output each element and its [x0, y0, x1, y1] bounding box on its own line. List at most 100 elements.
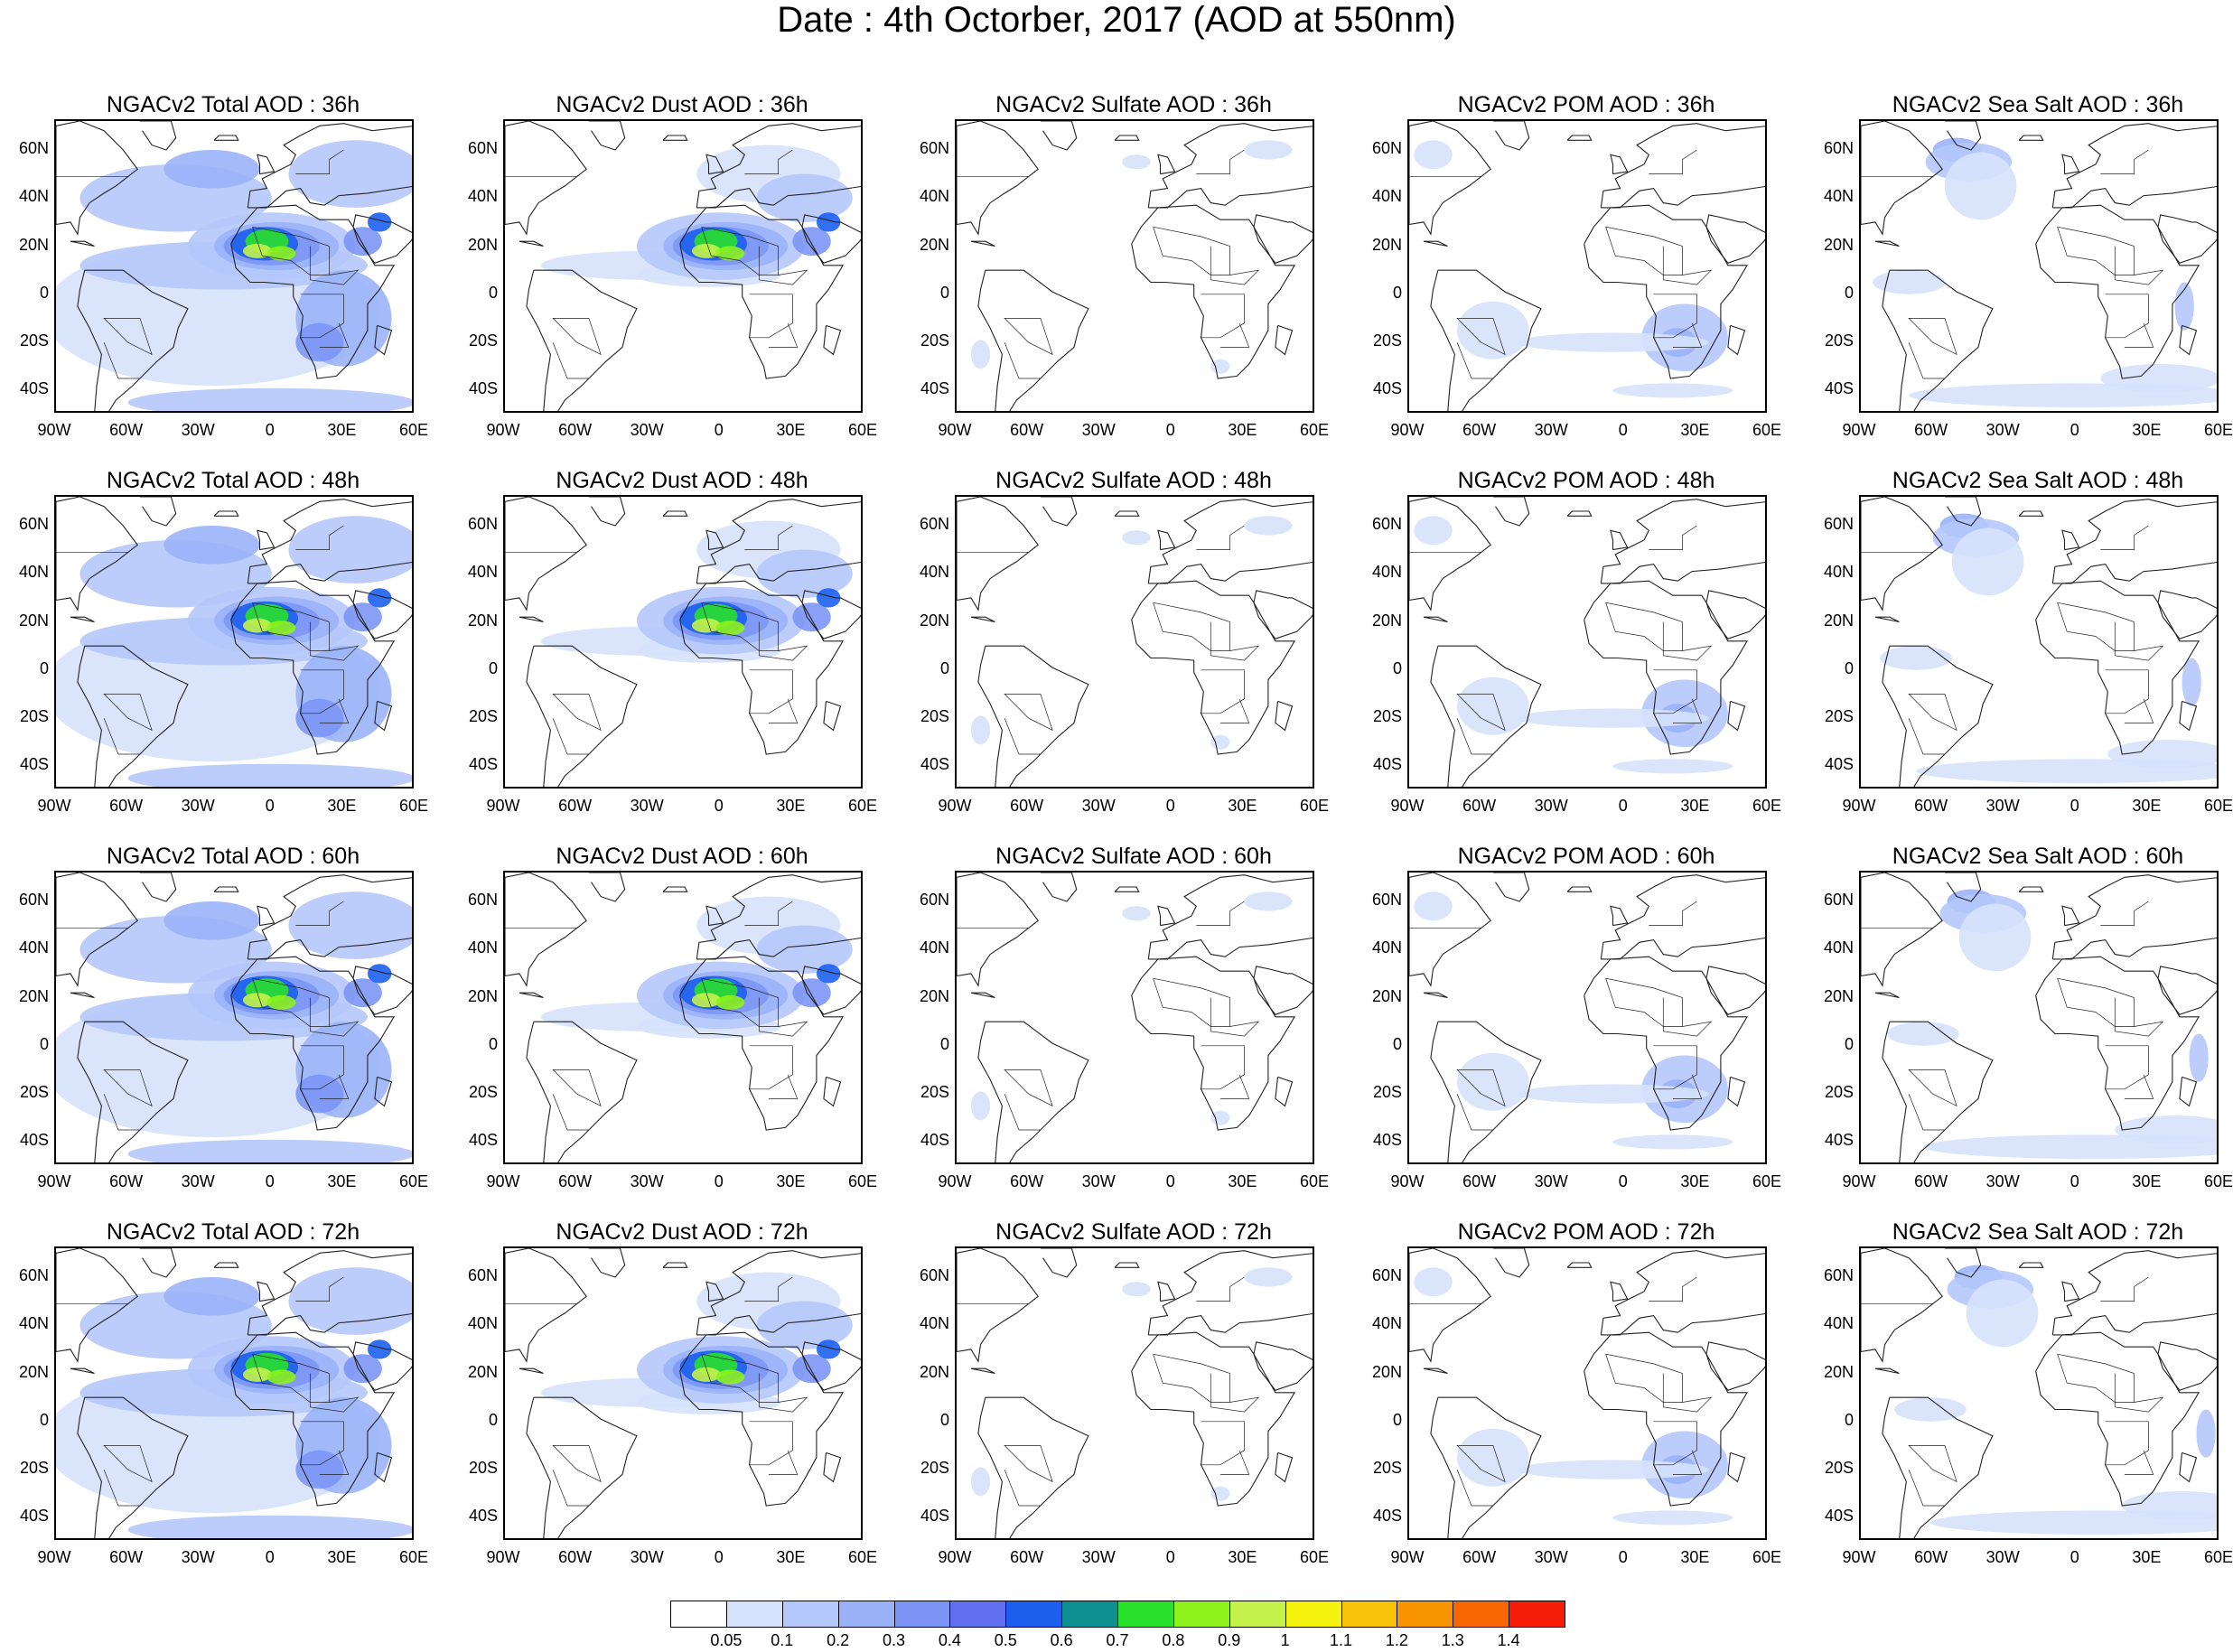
coastline — [2035, 956, 2200, 1131]
aod-field-patch — [343, 1354, 382, 1384]
country-border — [744, 901, 793, 926]
latitude-tick-label: 0 — [1392, 1410, 1402, 1429]
latitude-tick-label: 60N — [1371, 890, 1402, 909]
aod-field-patch — [127, 763, 412, 787]
figure-title: Date : 4th Octorber, 2017 (AOD at 550nm) — [777, 0, 1456, 40]
coastline — [1600, 874, 1765, 960]
coastline — [1040, 121, 1078, 151]
aod-field-patch — [1457, 1052, 1529, 1111]
country-border — [1908, 1445, 1957, 1483]
country-border — [1210, 246, 1260, 285]
longitude-tick-label: 30W — [630, 421, 664, 439]
latitude-tick-label: 20S — [468, 1459, 498, 1478]
latitude-tick-label: 40S — [19, 1507, 49, 1526]
colorbar-swatch — [1005, 1601, 1063, 1628]
panel-title: NGACv2 Sea Salt AOD : 72h — [1892, 1219, 2184, 1245]
coastline — [1253, 214, 1313, 264]
aod-field-patch — [2115, 1115, 2217, 1145]
longitude-tick-label: 60W — [1914, 797, 1948, 815]
coastline — [705, 154, 724, 175]
coastline — [1874, 616, 1900, 623]
coastline — [77, 1396, 189, 1538]
coastline — [2061, 1281, 2080, 1302]
longitude-tick-label: 60W — [1462, 1172, 1497, 1190]
coastline — [1040, 873, 1078, 902]
coastline — [1409, 121, 1491, 236]
longitude-tick-label: 60E — [1752, 1548, 1782, 1566]
coastline — [662, 510, 688, 517]
longitude-tick-label: 60E — [1299, 421, 1330, 439]
country-border — [1196, 525, 1245, 550]
map-frame — [1859, 495, 2219, 789]
aod-field-patch — [266, 1369, 296, 1385]
latitude-tick-label: 20N — [1371, 986, 1402, 1005]
country-border — [2057, 602, 2135, 651]
coastline — [139, 121, 177, 151]
country-border — [1210, 997, 1260, 1037]
country-border — [1908, 1069, 1957, 1107]
longitude-tick-label: 60W — [1914, 1548, 1948, 1566]
latitude-tick-label: 40N — [919, 187, 949, 206]
coastline — [56, 497, 138, 611]
sulfate-aod-map — [957, 497, 1313, 787]
panel-title: NGACv2 Dust AOD : 72h — [556, 1219, 808, 1245]
coastline — [2018, 1262, 2044, 1268]
coastline — [1944, 1248, 1982, 1278]
country-border — [1662, 621, 1713, 661]
country-border — [319, 1450, 350, 1475]
coastline — [1882, 645, 1994, 787]
coastline — [2051, 499, 2217, 584]
coastline — [352, 966, 412, 1015]
aod-field-patch — [1244, 891, 1293, 911]
sulfate-aod-map — [957, 1248, 1313, 1538]
coastline — [1409, 497, 1491, 611]
longitude-tick-label: 60E — [398, 797, 429, 815]
panel-title: NGACv2 POM AOD : 72h — [1457, 1219, 1715, 1245]
longitude-tick-label: 90W — [938, 421, 972, 439]
map-frame — [54, 119, 414, 413]
coastline — [213, 1262, 239, 1268]
latitude-tick-label: 60N — [1823, 138, 1854, 157]
latitude-tick-label: 20N — [1823, 1362, 1854, 1381]
longitude-tick-label: 60W — [1914, 421, 1948, 439]
total-aod-map — [56, 873, 412, 1162]
latitude-tick-label: 0 — [1392, 283, 1402, 302]
coastline — [823, 1451, 842, 1483]
coastline — [505, 1248, 587, 1363]
coastline — [1705, 214, 1765, 264]
country-border — [1908, 1469, 1945, 1507]
latitude-tick-label: 40N — [467, 187, 498, 206]
longitude-tick-label: 30E — [2132, 1548, 2162, 1566]
country-border — [552, 1069, 602, 1107]
country-border — [1201, 1045, 1245, 1090]
country-border — [103, 1069, 153, 1107]
aod-field-patch — [242, 1367, 272, 1382]
latitude-tick-label: 40N — [1371, 1314, 1402, 1333]
latitude-tick-label: 0 — [939, 1410, 949, 1429]
aod-field-patch — [1244, 140, 1293, 160]
country-border — [1153, 602, 1230, 651]
latitude-tick-label: 20N — [919, 1362, 949, 1381]
coastline — [1705, 1341, 1765, 1391]
country-border — [2057, 1353, 2135, 1403]
longitude-tick-label: 30W — [1081, 1548, 1116, 1566]
aod-field-patch — [691, 618, 721, 633]
latitude-tick-label: 0 — [488, 1034, 498, 1053]
seasalt-aod-map — [1861, 121, 2217, 411]
latitude-tick-label: 20S — [1372, 331, 1402, 350]
aod-field-patch — [792, 227, 831, 257]
country-border — [1196, 901, 1245, 926]
longitude-tick-label: 30W — [181, 1548, 215, 1566]
latitude-tick-label: 40S — [468, 755, 498, 774]
longitude-tick-label: 90W — [1390, 421, 1425, 439]
aod-field-patch — [756, 173, 853, 222]
coastline — [1705, 590, 1765, 639]
country-border — [1908, 1093, 1945, 1131]
latitude-tick-label: 0 — [488, 283, 498, 302]
aod-field-patch — [1210, 359, 1230, 374]
country-border — [701, 977, 779, 1027]
aod-field-patch — [1612, 1134, 1733, 1150]
coastline — [588, 1248, 626, 1278]
longitude-tick-label: 30E — [1680, 421, 1710, 439]
country-border — [1004, 1069, 1053, 1107]
